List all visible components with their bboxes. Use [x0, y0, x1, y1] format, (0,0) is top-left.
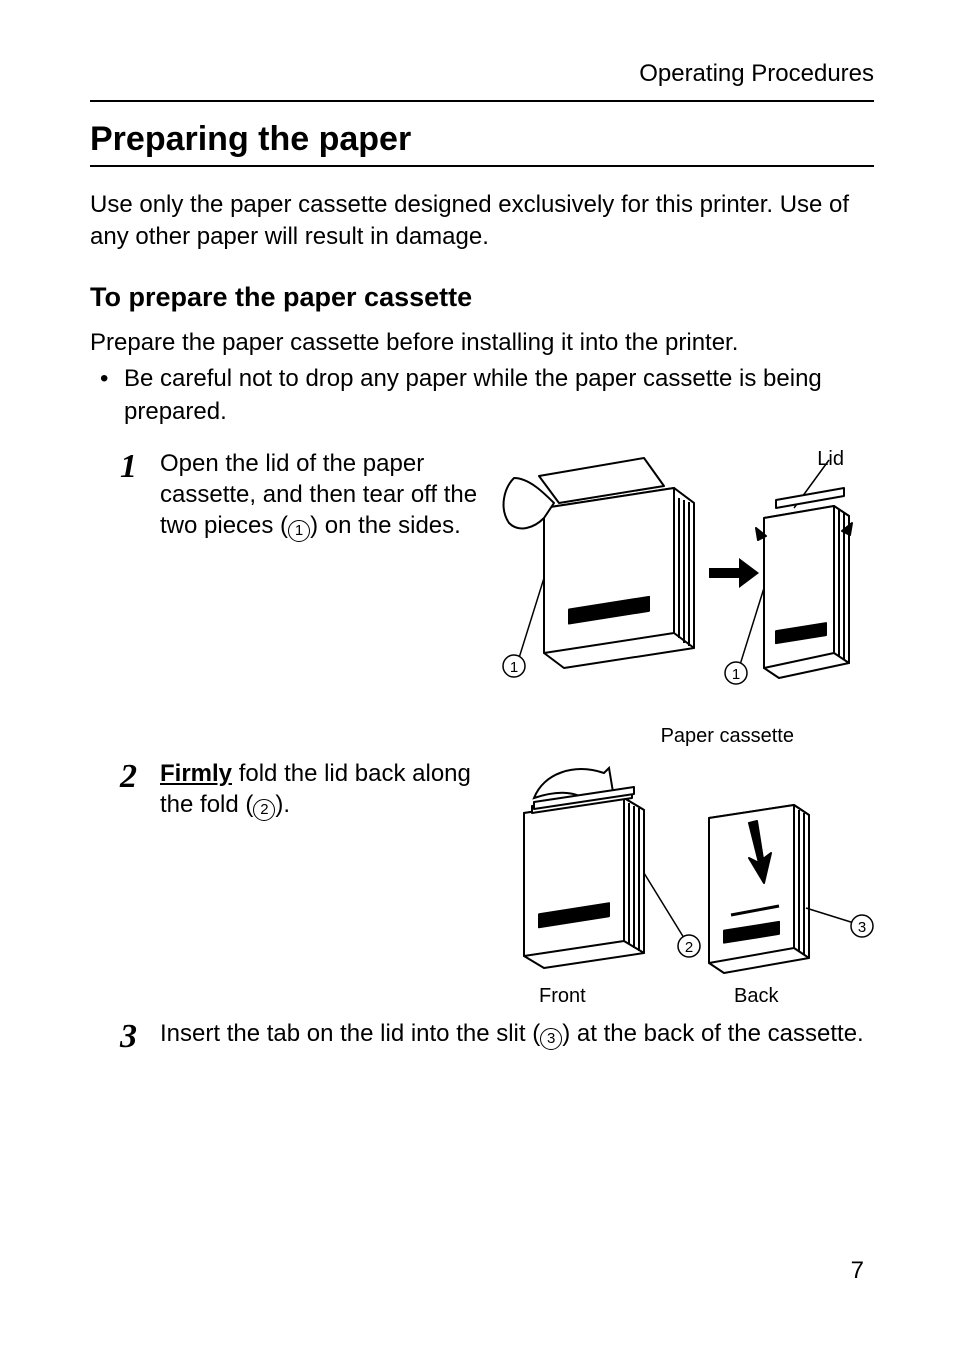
circled-3-inline: 3: [540, 1028, 562, 1050]
label-front: Front: [539, 985, 586, 1008]
step-2-text-b: ).: [275, 791, 290, 818]
step-1-text-b: ) on the sides.: [310, 512, 461, 539]
step-1-illustration: Lid: [484, 448, 874, 748]
label-lid: Lid: [817, 448, 844, 471]
step-2-text: Firmly fold the lid back along the fold …: [160, 758, 484, 821]
illust-circ-1-left: 1: [510, 659, 518, 676]
bullet-text: Be careful not to drop any paper while t…: [124, 363, 874, 428]
step-3-text-b: ) at the back of the cassette.: [562, 1020, 864, 1047]
illust-circ-3: 3: [858, 919, 866, 936]
step-3-text-a: Insert the tab on the lid into the slit …: [160, 1020, 540, 1047]
page-title: Preparing the paper: [90, 120, 874, 159]
arrow-right-icon: [709, 558, 759, 588]
divider-top: [90, 100, 874, 102]
step-3-text: Insert the tab on the lid into the slit …: [160, 1018, 874, 1054]
firmly-word: Firmly: [160, 760, 232, 787]
step-number-2: 2: [120, 758, 160, 794]
intro-paragraph: Use only the paper cassette designed exc…: [90, 189, 874, 254]
step-2-illustration: 2 3 Front: [484, 758, 874, 1008]
label-paper-cassette: Paper cassette: [661, 725, 794, 748]
subsection-title: To prepare the paper cassette: [90, 282, 874, 313]
step-1: 1 Open the lid of the paper cassette, an…: [90, 448, 874, 748]
label-back: Back: [734, 985, 778, 1008]
step-2: 2 Firmly fold the lid back along the fol…: [90, 758, 874, 1008]
illust-circ-2: 2: [685, 939, 693, 956]
illust-circ-1-right: 1: [732, 666, 740, 683]
bullet-item: • Be careful not to drop any paper while…: [90, 363, 874, 428]
prepare-text: Prepare the paper cassette before instal…: [90, 327, 874, 359]
divider-title: [90, 165, 874, 167]
step-number-3: 3: [120, 1018, 160, 1054]
cassette-open-svg: 1: [484, 448, 874, 708]
step-1-text: Open the lid of the paper cassette, and …: [160, 448, 484, 542]
header-section: Operating Procedures: [90, 60, 874, 88]
step-number-1: 1: [120, 448, 160, 484]
step-3: 3 Insert the tab on the lid into the sli…: [90, 1018, 874, 1054]
circled-2-inline: 2: [253, 799, 275, 821]
circled-1-inline: 1: [288, 520, 310, 542]
page-number: 7: [851, 1257, 864, 1285]
bullet-marker: •: [100, 363, 124, 428]
cassette-fold-svg: 2 3: [484, 758, 874, 988]
